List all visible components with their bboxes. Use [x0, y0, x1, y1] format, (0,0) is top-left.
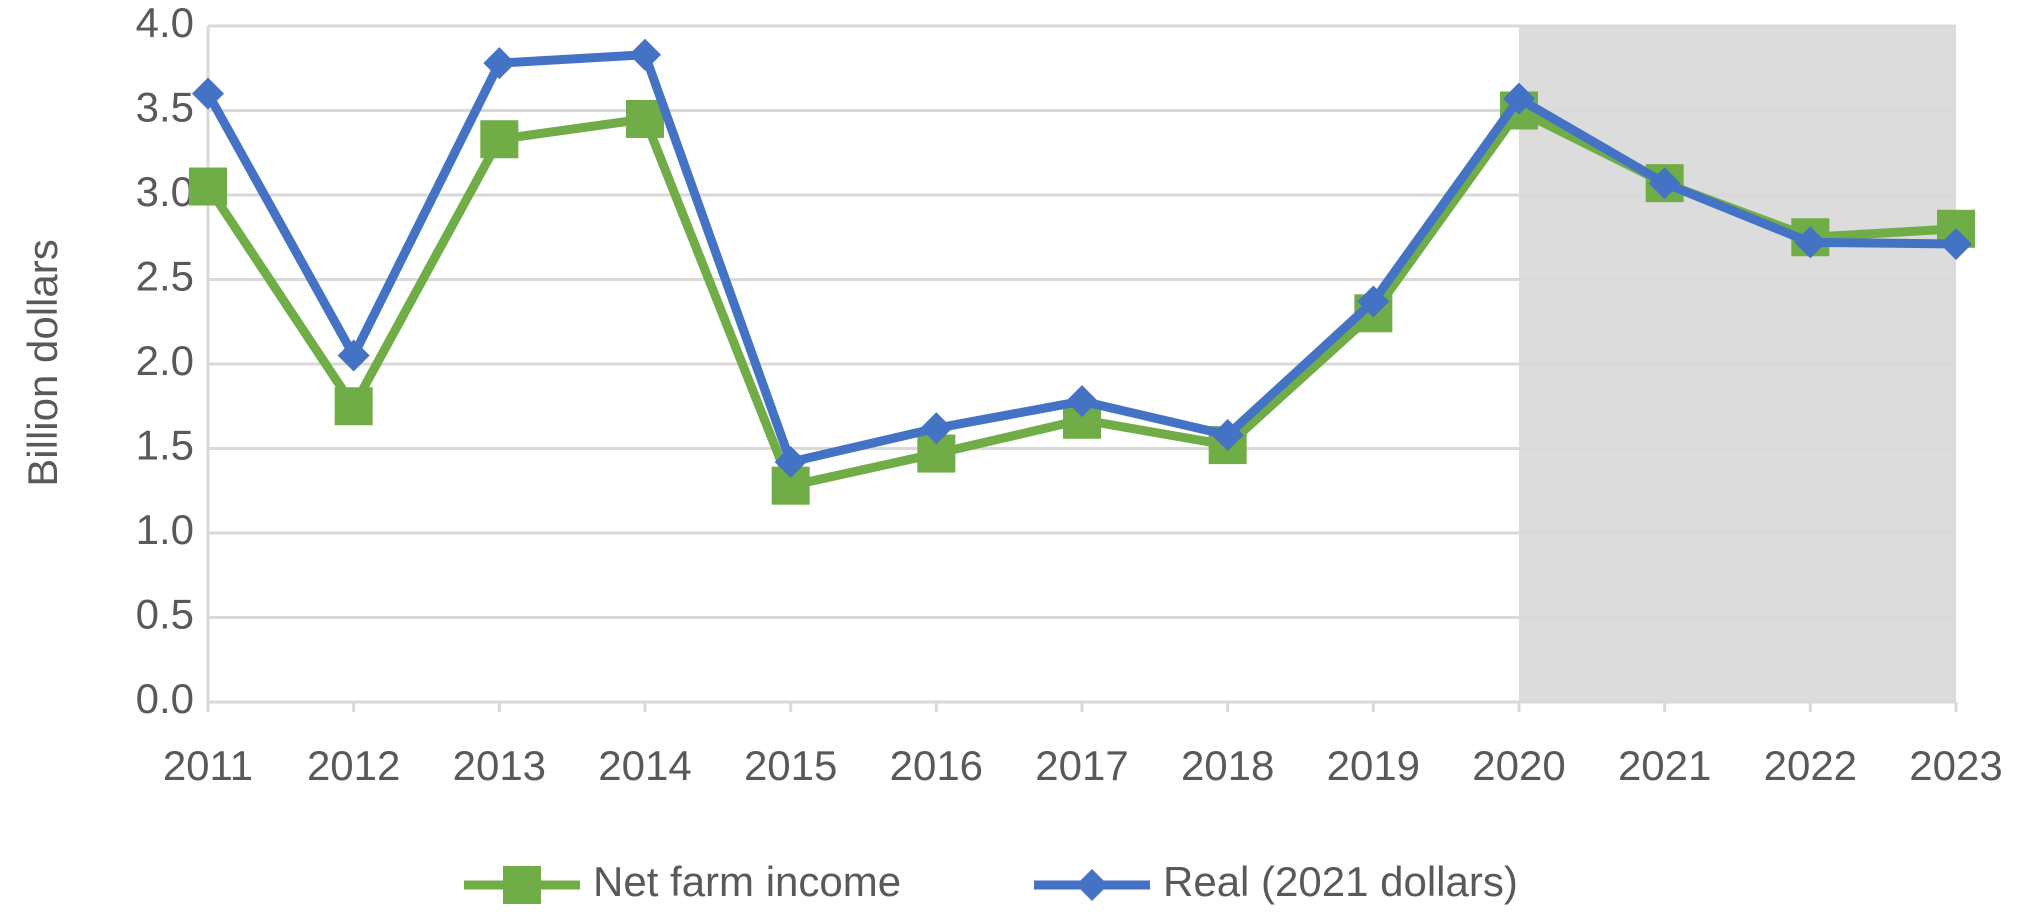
data-point: [774, 446, 807, 479]
x-tick-label: 2021: [1618, 742, 1711, 789]
x-tick-label: 2020: [1472, 742, 1565, 789]
y-tick-label: 0.0: [136, 675, 194, 722]
data-point: [1211, 418, 1244, 451]
legend-label: Real (2021 dollars): [1163, 858, 1518, 905]
y-tick-label: 4.0: [136, 0, 194, 46]
x-tick-label: 2016: [890, 742, 983, 789]
y-tick-label: 3.0: [136, 168, 194, 215]
data-point: [920, 412, 953, 445]
data-point: [334, 387, 373, 426]
x-tick-label: 2018: [1181, 742, 1274, 789]
x-tick-label: 2019: [1327, 742, 1420, 789]
x-tick-label: 2012: [307, 742, 400, 789]
x-tick-label: 2017: [1035, 742, 1128, 789]
data-point: [483, 47, 516, 80]
x-tick-label: 2011: [163, 742, 253, 789]
y-tick-label: 1.0: [136, 506, 194, 553]
x-tick-label: 2013: [453, 742, 546, 789]
x-tick-label: 2014: [598, 742, 691, 789]
legend-label: Net farm income: [593, 858, 901, 905]
data-point: [1940, 228, 1972, 261]
y-tick-label: 1.5: [136, 422, 194, 469]
x-tick-label: 2015: [744, 742, 837, 789]
y-tick-label: 2.0: [136, 337, 194, 384]
legend-marker: [503, 866, 541, 904]
data-point: [337, 339, 370, 372]
data-point: [480, 120, 519, 159]
data-point: [1066, 385, 1098, 418]
data-point: [626, 99, 664, 138]
data-point: [192, 77, 224, 110]
data-point: [189, 167, 227, 206]
data-point: [1648, 167, 1681, 200]
y-tick-label: 2.5: [136, 253, 194, 300]
y-axis-label: Billion dollars: [19, 239, 66, 486]
data-point: [1357, 285, 1390, 318]
data-point: [1794, 226, 1827, 259]
x-tick-label: 2022: [1764, 742, 1857, 789]
y-tick-label: 3.5: [136, 84, 194, 131]
data-point: [1503, 82, 1535, 115]
x-tick-label: 2023: [1909, 742, 2002, 789]
legend-marker: [1076, 869, 1108, 901]
y-tick-label: 0.5: [136, 591, 194, 638]
data-point: [629, 38, 661, 71]
